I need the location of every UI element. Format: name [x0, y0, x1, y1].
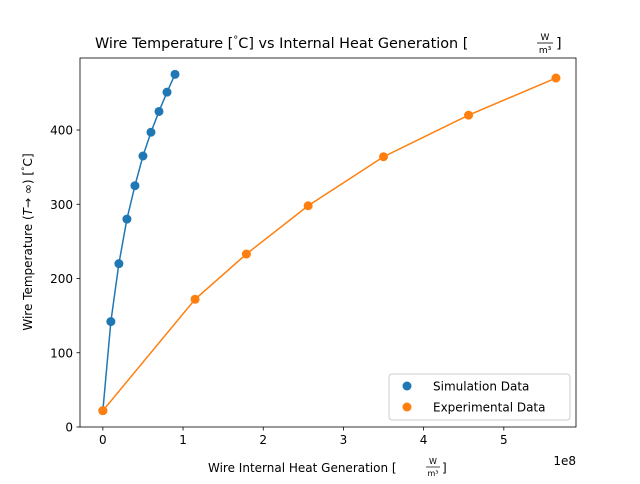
legend-frame	[388, 373, 571, 421]
chart-title-degree: °	[233, 35, 238, 46]
data-point-simulation	[146, 127, 156, 137]
y-axis-label-degree: °	[21, 166, 31, 171]
chart-title-main: Wire Temperature [°C] vs Internal Heat G…	[95, 35, 468, 52]
y-tick-label: 300	[50, 198, 73, 212]
x-tick-label: 3	[340, 433, 348, 447]
x-axis-label-frac-den: m³	[428, 469, 439, 478]
x-axis-label: Wire Internal Heat Generation [ W m³ ]	[208, 457, 447, 478]
data-point-experimental	[551, 73, 561, 83]
x-axis-ticks: 0 1 2 3 4 5	[99, 427, 508, 447]
y-tick-label: 400	[50, 124, 73, 138]
x-axis-label-frac-num: W	[429, 457, 437, 466]
x-axis-label-close: ]	[442, 461, 447, 475]
y-tick-label: 0	[65, 421, 73, 435]
chart-title-frac-num: W	[541, 33, 550, 43]
legend-marker-simulation	[402, 381, 412, 391]
y-axis-label-italic: T	[21, 206, 35, 215]
y-axis-ticks: 0 100 200 300 400	[50, 124, 80, 435]
data-point-experimental	[98, 406, 108, 416]
data-point-experimental	[464, 110, 474, 120]
data-point-simulation	[154, 106, 164, 116]
y-tick-label: 100	[50, 346, 73, 360]
plot-area	[79, 57, 577, 428]
data-point-simulation	[138, 151, 148, 161]
data-point-simulation	[122, 214, 132, 224]
chart-title-frac-den: m³	[539, 46, 552, 56]
y-axis-label: Wire Temperature (T→ ∞) [°C]	[21, 153, 35, 330]
data-point-experimental	[190, 294, 200, 304]
chart-title-unit: C] vs Internal Heat Generation [	[238, 36, 468, 52]
x-axis-label-main: Wire Internal Heat Generation [	[208, 461, 397, 475]
series-line-simulation	[102, 74, 176, 411]
legend: Simulation Data Experimental Data	[388, 373, 571, 421]
x-tick-label: 4	[420, 433, 428, 447]
legend-label-experimental: Experimental Data	[433, 401, 546, 415]
data-point-simulation	[106, 317, 116, 327]
legend-marker-experimental	[402, 402, 412, 412]
legend-label-simulation: Simulation Data	[433, 380, 529, 394]
y-tick-label: 200	[50, 272, 73, 286]
data-point-experimental	[241, 249, 251, 259]
x-tick-label: 2	[259, 433, 267, 447]
data-point-simulation	[114, 259, 124, 269]
x-axis-offset-text: 1e8	[553, 454, 576, 468]
x-tick-label: 0	[99, 433, 107, 447]
series-layer	[98, 69, 561, 416]
chart-title: Wire Temperature [°C] vs Internal Heat G…	[95, 33, 562, 56]
chart-title-close: ]	[556, 36, 562, 52]
data-point-simulation	[170, 69, 180, 79]
data-point-simulation	[162, 87, 172, 97]
data-point-simulation	[130, 181, 140, 191]
data-point-experimental	[379, 152, 389, 162]
data-point-experimental	[303, 201, 313, 211]
x-tick-label: 5	[500, 433, 508, 447]
x-tick-label: 1	[179, 433, 187, 447]
